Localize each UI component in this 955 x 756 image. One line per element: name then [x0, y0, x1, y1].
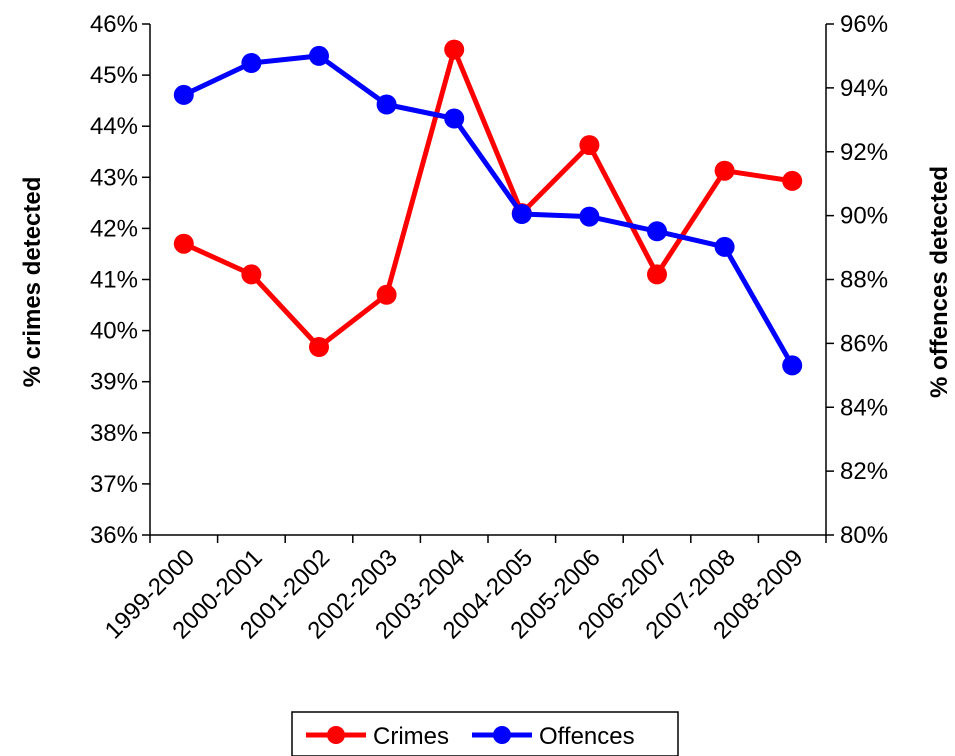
left-y-tick-label: 38% [90, 420, 138, 447]
crimes-data-point [241, 264, 262, 285]
right-y-tick-label: 90% [840, 203, 888, 230]
left-y-tick-label: 45% [90, 62, 138, 89]
left-y-tick-label: 46% [90, 11, 138, 38]
legend-crimes-marker [327, 726, 345, 744]
legend: Crimes Offences [291, 711, 679, 756]
offences-data-point [444, 108, 465, 129]
offences-series-line [182, 53, 795, 367]
right-y-tick-label: 94% [840, 75, 888, 102]
offences-data-point [511, 204, 532, 224]
offences-data-point [782, 355, 803, 376]
offences-data-point [173, 84, 194, 105]
left-y-axis-title: % crimes detected [19, 177, 46, 388]
offences-data-point [714, 236, 735, 257]
right-y-tick-label: 92% [840, 139, 888, 166]
crimes-data-point [782, 170, 803, 191]
right-y-tick-label: 82% [840, 458, 888, 485]
left-y-tick-label: 36% [90, 522, 138, 549]
left-y-tick-label: 39% [90, 369, 138, 396]
left-y-tick-label: 40% [90, 318, 138, 345]
left-y-tick-label: 37% [90, 471, 138, 498]
left-y-tick-label: 44% [90, 113, 138, 140]
crimes-data-point [309, 337, 329, 357]
offences-data-point [309, 45, 329, 66]
legend-offences-label: Offences [539, 723, 635, 750]
right-y-axis-ticks: 80% 82% 84% 86% 88% 90% 92% 94% 96% [826, 11, 888, 549]
crimes-data-point [376, 284, 397, 305]
right-y-tick-label: 88% [840, 267, 888, 294]
crimes-data-point [579, 135, 600, 156]
right-y-tick-label: 80% [840, 522, 888, 549]
crimes-data-point [444, 39, 465, 60]
x-axis-ticks: 1999-20002000-20012001-20022002-20032003… [100, 535, 827, 644]
offences-data-point [579, 206, 600, 227]
crimes-data-point [714, 160, 735, 181]
right-y-tick-label: 86% [840, 330, 888, 357]
legend-offences-marker [493, 726, 511, 744]
offences-data-point [376, 94, 397, 115]
crimes-data-point [173, 233, 194, 254]
offences-data-point [647, 221, 667, 242]
left-y-tick-label: 41% [90, 267, 138, 294]
crimes-series-line [182, 47, 793, 350]
right-y-tick-label: 96% [840, 11, 888, 38]
offences-data-point [241, 53, 262, 73]
left-y-axis-ticks: 36% 37% 38% 39% 40% 41% 42% 43% 44% 45% 46% [90, 11, 150, 549]
left-y-tick-label: 42% [90, 215, 138, 242]
crimes-data-point [647, 264, 667, 285]
right-y-axis-title: % offences detected [926, 166, 953, 398]
series-layer [173, 39, 803, 376]
right-y-tick-label: 84% [840, 394, 888, 421]
left-y-tick-label: 43% [90, 164, 138, 191]
legend-crimes-label: Crimes [373, 723, 449, 750]
